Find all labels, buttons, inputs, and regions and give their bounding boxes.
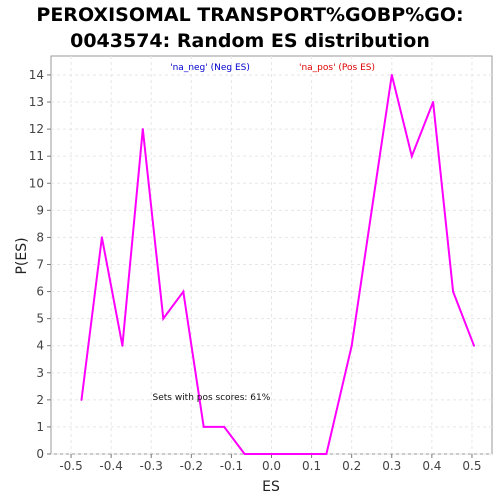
y-tick-label: 5 [36, 312, 44, 326]
x-tick-label: -0.3 [140, 459, 163, 473]
x-axis: -0.5 -0.4 -0.3 -0.2 -0.1 0.0 0.1 0.2 0.3 0.4 0.5 [59, 454, 482, 473]
legend-pos-label: 'na_pos' (Pos ES) [299, 63, 375, 73]
y-tick-label: 12 [29, 122, 44, 136]
data-point [162, 317, 165, 320]
x-tick-label: 0.4 [422, 459, 441, 473]
chart-title-line2: 0043574: Random ES distribution [70, 30, 430, 52]
y-tick-label: 6 [36, 285, 44, 299]
y-tick-label: 3 [36, 366, 44, 380]
x-tick-label: -0.5 [59, 459, 82, 473]
x-tick-label: -0.4 [99, 459, 122, 473]
data-point [325, 453, 328, 455]
grid [51, 56, 492, 455]
data-point [182, 290, 185, 293]
x-axis-label: ES [262, 479, 280, 495]
y-tick-label: 7 [36, 257, 44, 271]
y-tick-label: 4 [36, 339, 44, 353]
chart-title-line1: PEROXISOMAL TRANSPORT%GOBP%GO: [36, 4, 463, 26]
y-tick-label: 8 [36, 230, 44, 244]
data-point [284, 453, 287, 455]
data-point [223, 425, 226, 428]
x-tick-label: 0.2 [342, 459, 361, 473]
data-point [410, 155, 413, 158]
x-tick-label: 0.5 [462, 459, 481, 473]
annotation-pos-scores: Sets with pos scores: 61% [152, 393, 270, 403]
series-line [80, 74, 475, 455]
x-tick-label: -0.1 [220, 459, 243, 473]
x-tick-label: 0.3 [382, 459, 401, 473]
data-point [141, 128, 144, 131]
data-point [350, 344, 353, 347]
data-point [390, 74, 393, 76]
x-tick-label: 0.0 [262, 459, 281, 473]
data-point [121, 344, 124, 347]
y-tick-label: 13 [29, 95, 44, 109]
y-tick-label: 10 [29, 176, 44, 190]
legend-neg-label: 'na_neg' (Neg ES) [170, 63, 250, 73]
y-axis-label: P(ES) [14, 237, 30, 274]
y-tick-label: 11 [29, 149, 44, 163]
data-point [202, 425, 205, 428]
y-tick-label: 2 [36, 393, 44, 407]
data-point [473, 344, 475, 347]
data-point [370, 209, 373, 212]
y-tick-label: 9 [36, 203, 44, 217]
x-tick-label: -0.2 [180, 459, 203, 473]
data-point [305, 453, 307, 455]
y-tick-label: 1 [36, 420, 44, 434]
data-point [80, 398, 83, 401]
y-tick-label: 0 [36, 447, 44, 461]
data-point [243, 453, 246, 455]
x-tick-label: 0.1 [302, 459, 321, 473]
data-point [264, 453, 267, 455]
data-point [432, 101, 435, 103]
y-tick-label: 14 [29, 68, 44, 82]
data-point [452, 290, 455, 293]
data-point [100, 236, 103, 239]
series [80, 74, 475, 455]
